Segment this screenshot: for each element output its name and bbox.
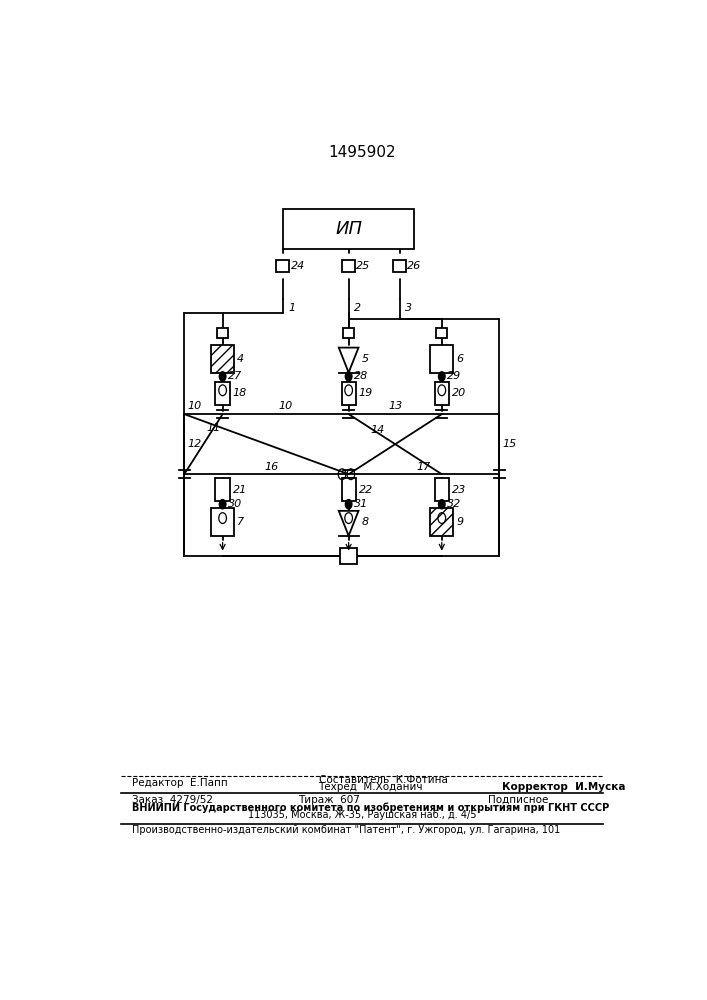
Bar	[211, 508, 234, 536]
Text: 29: 29	[447, 371, 461, 381]
Text: Производственно-издательский комбинат "Патент", г. Ужгород, ул. Гагарина, 101: Производственно-издательский комбинат "П…	[132, 825, 561, 835]
Bar	[211, 345, 234, 373]
Text: 17: 17	[417, 462, 431, 472]
Bar	[217, 328, 228, 338]
Text: 31: 31	[354, 499, 368, 509]
Text: 1495902: 1495902	[329, 145, 396, 160]
Text: 10: 10	[187, 401, 201, 411]
Bar	[343, 328, 354, 338]
Circle shape	[345, 500, 352, 509]
Bar	[435, 478, 449, 501]
Text: Заказ  4279/52: Заказ 4279/52	[132, 795, 214, 805]
Bar	[341, 382, 356, 405]
Text: 2: 2	[354, 303, 361, 313]
Bar	[431, 345, 453, 373]
Bar	[342, 260, 355, 272]
Text: 113035, Москва, Ж-35, Раушская наб., д. 4/5: 113035, Москва, Ж-35, Раушская наб., д. …	[248, 810, 477, 820]
Text: 22: 22	[358, 485, 373, 495]
Text: 13: 13	[388, 401, 402, 411]
Polygon shape	[339, 511, 358, 536]
Bar	[283, 209, 414, 249]
Bar	[216, 478, 230, 501]
Text: 28: 28	[354, 371, 368, 381]
Text: 5: 5	[362, 354, 369, 364]
Polygon shape	[339, 348, 358, 373]
Text: Корректор  И.Муска: Корректор И.Муска	[502, 782, 626, 792]
Text: 10: 10	[279, 401, 293, 411]
Bar	[435, 382, 449, 405]
Text: Тираж  607: Тираж 607	[298, 795, 361, 805]
Text: 7: 7	[237, 517, 244, 527]
Text: 20: 20	[452, 388, 466, 398]
Text: 6: 6	[456, 354, 463, 364]
Bar	[340, 548, 357, 564]
Bar	[276, 260, 289, 272]
Text: 30: 30	[228, 499, 242, 509]
Text: 32: 32	[447, 499, 461, 509]
Text: 26: 26	[407, 261, 421, 271]
Text: 19: 19	[358, 388, 373, 398]
Bar	[393, 260, 407, 272]
Text: 4: 4	[237, 354, 244, 364]
Text: ИП: ИП	[335, 220, 362, 238]
Text: Составитель  К.Фотина: Составитель К.Фотина	[319, 775, 448, 785]
Text: 23: 23	[452, 485, 466, 495]
Circle shape	[345, 372, 352, 381]
Text: 12: 12	[187, 439, 201, 449]
Text: 21: 21	[233, 485, 247, 495]
Text: Редактор  Е.Папп: Редактор Е.Папп	[132, 778, 228, 788]
Text: Техред  М.Ходанич: Техред М.Ходанич	[319, 782, 423, 792]
Text: 8: 8	[362, 517, 369, 527]
Circle shape	[219, 372, 226, 381]
Text: 3: 3	[405, 303, 412, 313]
Text: 9: 9	[456, 517, 463, 527]
Text: Подписное: Подписное	[489, 795, 549, 805]
Circle shape	[438, 500, 445, 509]
Text: 16: 16	[265, 462, 279, 472]
Bar	[436, 328, 448, 338]
Text: 1: 1	[288, 303, 296, 313]
Text: 14: 14	[370, 425, 385, 435]
Bar	[341, 478, 356, 501]
Text: ВНИИПИ Государственного комитета по изобретениям и открытиям при ГКНТ СССР: ВНИИПИ Государственного комитета по изоб…	[132, 802, 609, 813]
Text: 27: 27	[228, 371, 242, 381]
Text: 25: 25	[356, 261, 370, 271]
Text: 18: 18	[233, 388, 247, 398]
Text: 15: 15	[503, 439, 517, 449]
Bar	[431, 508, 453, 536]
Bar	[216, 382, 230, 405]
Text: 11: 11	[206, 423, 221, 433]
Circle shape	[219, 500, 226, 509]
Text: 24: 24	[291, 261, 305, 271]
Circle shape	[438, 372, 445, 381]
